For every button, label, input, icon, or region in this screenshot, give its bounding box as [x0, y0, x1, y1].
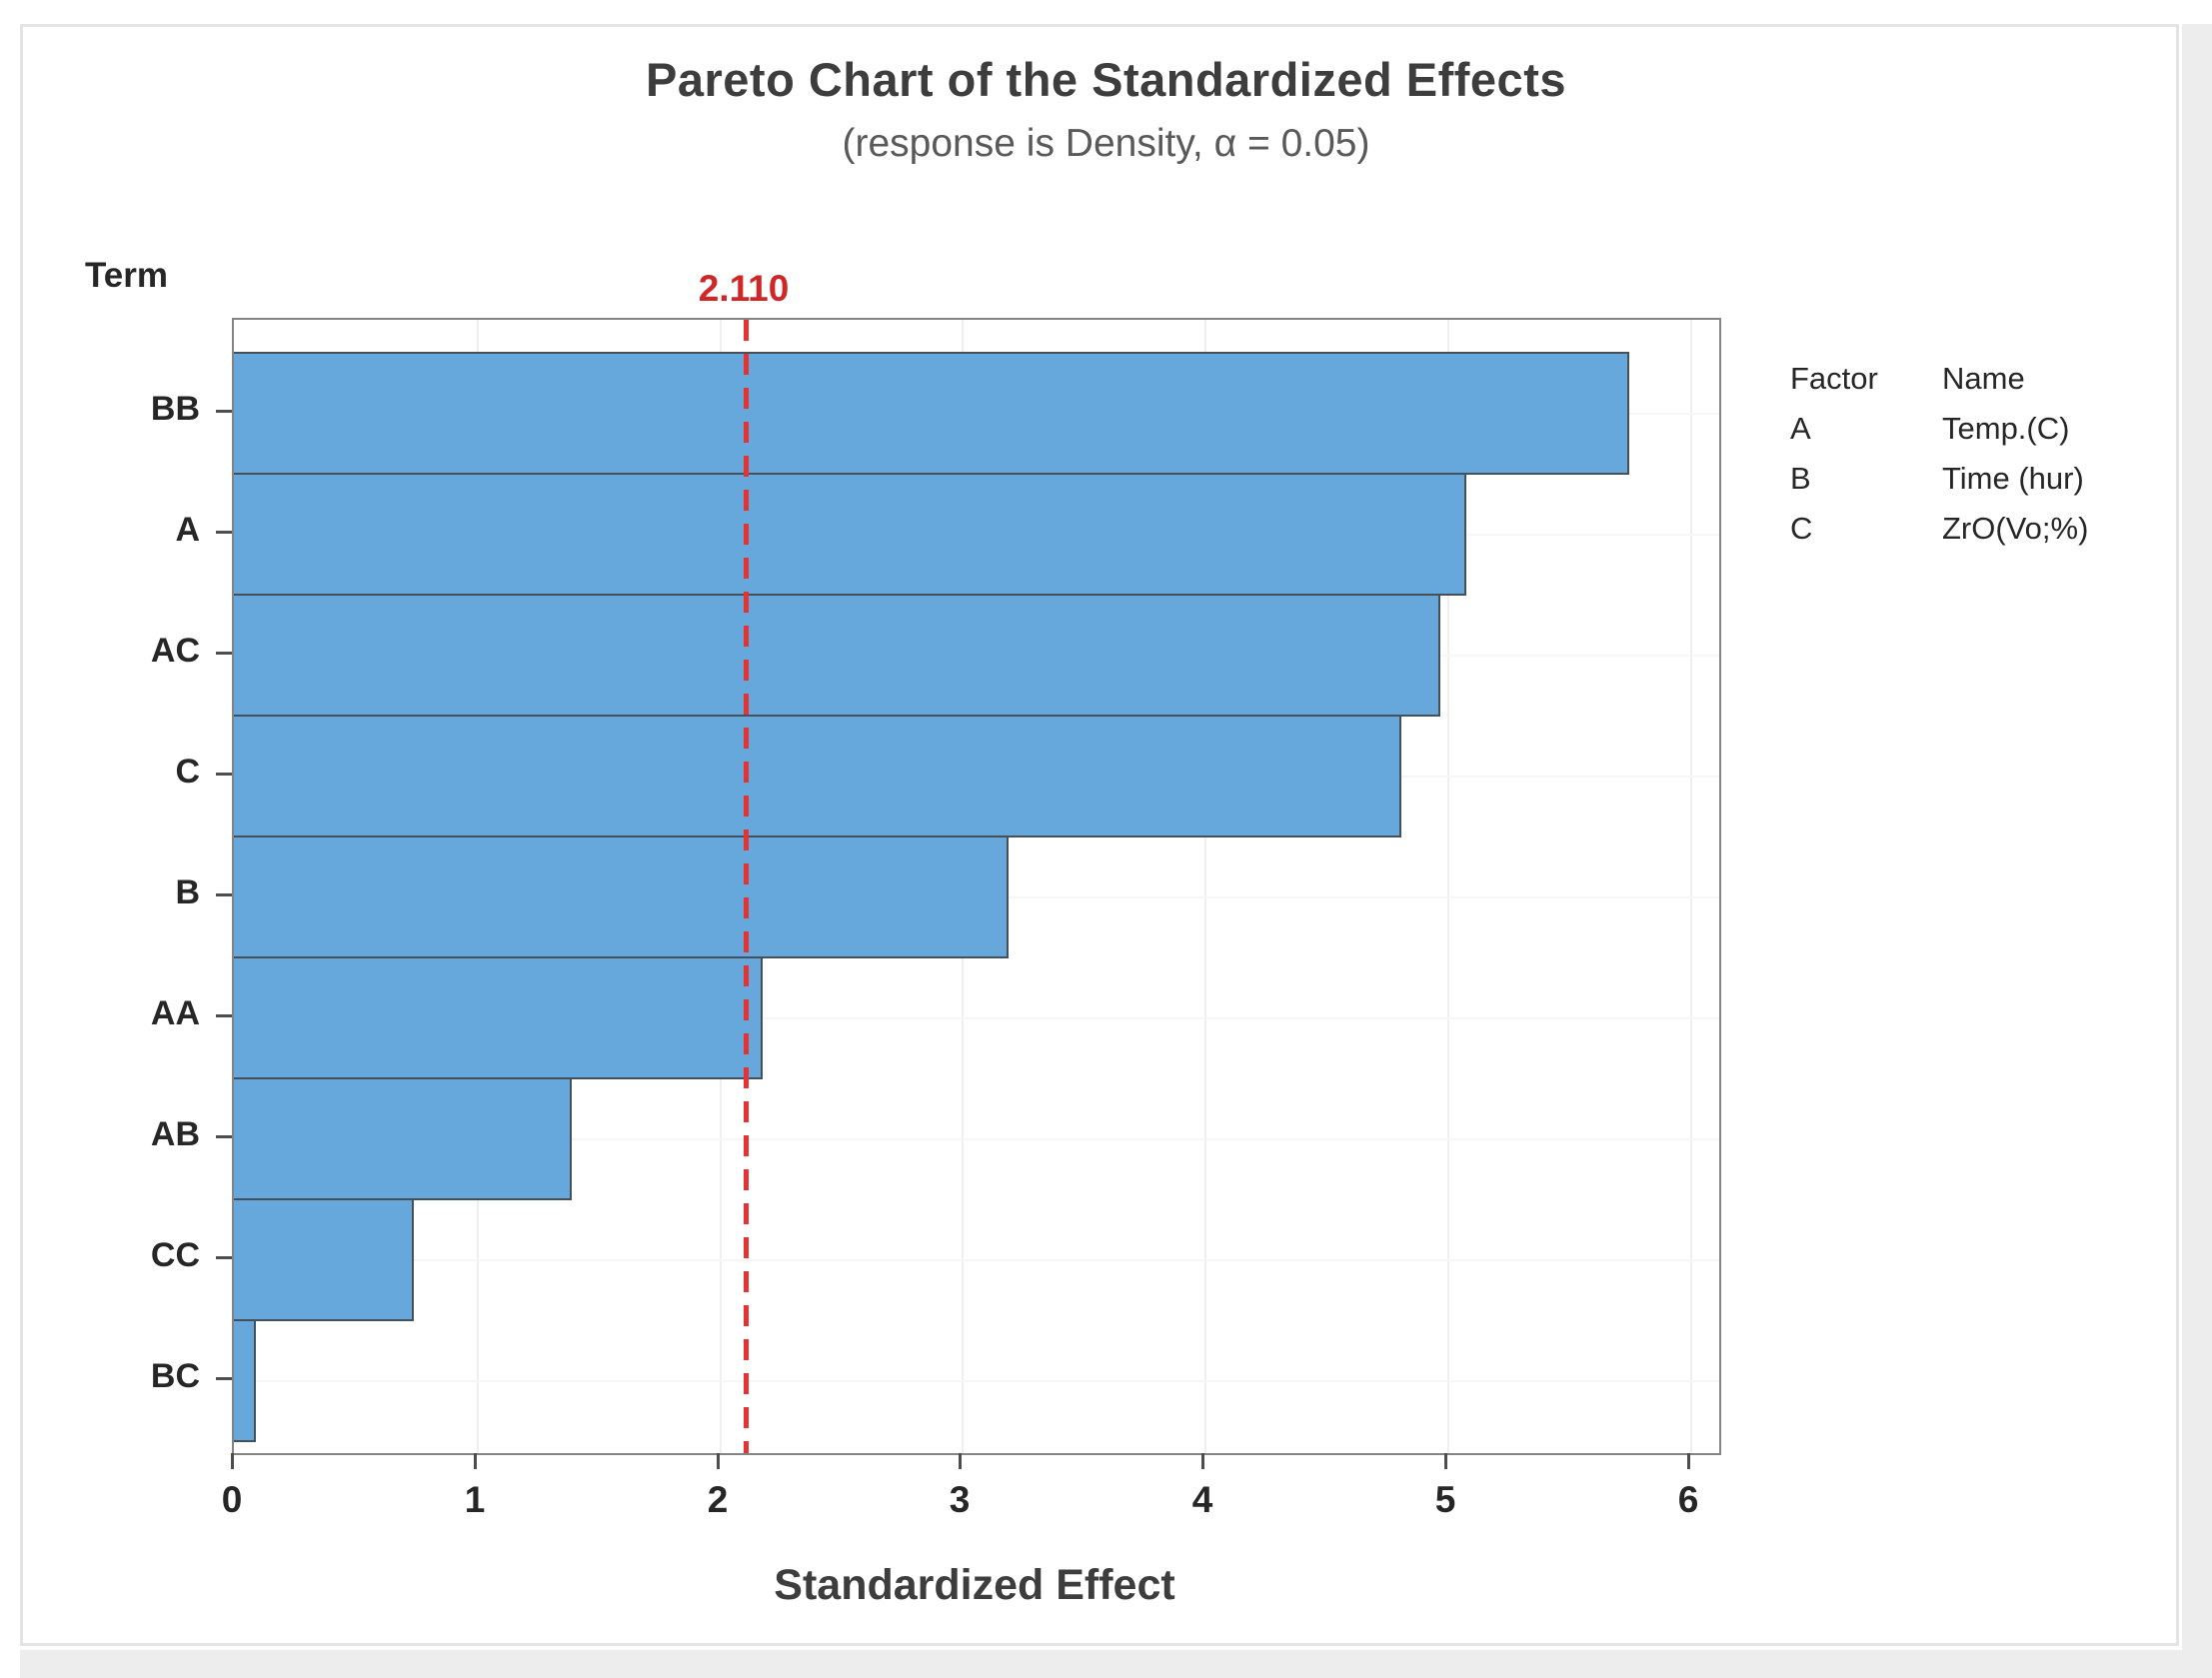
legend: Factor Name A Temp.(C) B Time (hur) C ZrO(Vo;… [1790, 354, 2088, 554]
bar-CC [234, 1198, 414, 1321]
x-tick-5 [1444, 1453, 1447, 1469]
legend-row-C: C ZrO(Vo;%) [1790, 504, 2088, 554]
legend-name-header: Name [1942, 361, 2025, 396]
y-tick-CC [216, 1256, 232, 1259]
legend-factor-C: C [1790, 511, 1813, 546]
y-tick-label-C: C [175, 753, 200, 791]
x-tick-label-6: 6 [1677, 1479, 1699, 1520]
bar-AC [234, 594, 1440, 717]
x-axis-title: Standardized Effect [774, 1561, 1175, 1609]
gridline-y-AB [234, 1138, 1719, 1140]
gridline-y-AA [234, 1017, 1719, 1019]
legend-table: Factor Name A Temp.(C) B Time (hur) C ZrO(Vo;… [1790, 354, 2088, 554]
legend-name-B: Time (hur) [1942, 461, 2084, 496]
bar-C [234, 715, 1401, 838]
y-tick-label-CC: CC [150, 1236, 200, 1274]
frame-shadow-bottom [20, 1650, 2212, 1678]
x-tick-3 [959, 1453, 962, 1469]
plot-area [232, 318, 1721, 1455]
x-tick-label-0: 0 [221, 1479, 243, 1520]
y-tick-label-BC: BC [150, 1357, 200, 1395]
x-tick-0 [231, 1453, 234, 1469]
bar-BC [234, 1319, 256, 1442]
legend-name-A: Temp.(C) [1942, 411, 2070, 446]
gridline-x-6 [1690, 320, 1692, 1453]
y-tick-label-BB: BB [150, 390, 200, 428]
y-tick-label-AB: AB [150, 1115, 200, 1153]
legend-row-B: B Time (hur) [1790, 454, 2088, 504]
bar-BB [234, 352, 1629, 475]
bar-B [234, 836, 1009, 958]
x-tick-6 [1687, 1453, 1690, 1469]
x-tick-1 [474, 1453, 477, 1469]
y-tick-label-A: A [175, 511, 200, 549]
legend-row-A: A Temp.(C) [1790, 404, 2088, 454]
x-tick-2 [717, 1453, 720, 1469]
x-tick-label-3: 3 [949, 1479, 971, 1520]
y-tick-A [216, 531, 232, 534]
x-tick-label-1: 1 [464, 1479, 486, 1520]
gridline-x-5 [1447, 320, 1449, 1453]
legend-factor-B: B [1790, 461, 1811, 496]
bar-AB [234, 1077, 572, 1200]
y-tick-BB [216, 410, 232, 413]
legend-name-C: ZrO(Vo;%) [1942, 511, 2089, 546]
legend-factor-A: A [1790, 411, 1811, 446]
x-tick-4 [1201, 1453, 1204, 1469]
y-tick-AA [216, 1014, 232, 1017]
y-axis-title: Term [85, 256, 168, 295]
bar-AA [234, 956, 763, 1079]
y-tick-B [216, 893, 232, 896]
reference-line-label: 2.110 [698, 268, 790, 309]
y-tick-BC [216, 1377, 232, 1380]
x-tick-label-2: 2 [707, 1479, 729, 1520]
x-tick-label-5: 5 [1434, 1479, 1456, 1520]
gridline-x-4 [1204, 320, 1206, 1453]
y-tick-C [216, 773, 232, 776]
gridline-y-CC [234, 1259, 1719, 1261]
y-tick-AB [216, 1135, 232, 1138]
gridline-y-BC [234, 1380, 1719, 1382]
legend-header-row: Factor Name [1790, 354, 2088, 404]
reference-line [744, 320, 749, 1453]
y-tick-AC [216, 652, 232, 655]
chart-title: Pareto Chart of the Standardized Effects [646, 53, 1566, 106]
y-tick-label-B: B [175, 873, 200, 911]
frame-shadow-right [2182, 24, 2212, 1678]
bar-A [234, 473, 1466, 596]
legend-factor-header: Factor [1790, 361, 1878, 396]
chart-subtitle: (response is Density, α = 0.05) [842, 122, 1370, 165]
y-tick-label-AA: AA [150, 994, 200, 1032]
x-tick-label-4: 4 [1191, 1479, 1213, 1520]
y-tick-label-AC: AC [150, 632, 200, 670]
